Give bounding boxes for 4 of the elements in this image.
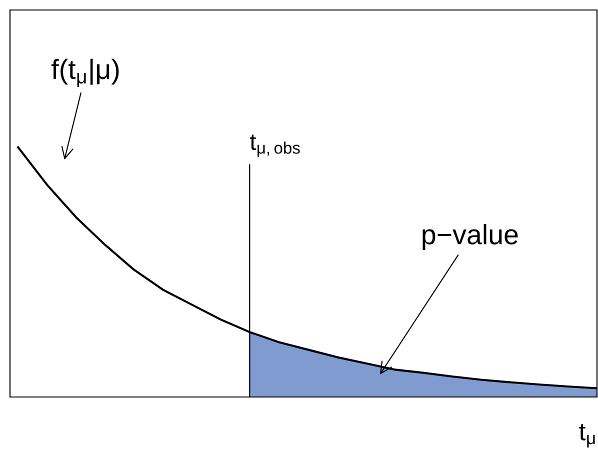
x-axis-title: t$_{μ}$: [579, 424, 595, 448]
annotation: t$_{μ,obs}$: [250, 134, 300, 157]
text: f(t$_{μ}$|μ): [51, 58, 119, 88]
annotation: p−value: [422, 224, 518, 250]
